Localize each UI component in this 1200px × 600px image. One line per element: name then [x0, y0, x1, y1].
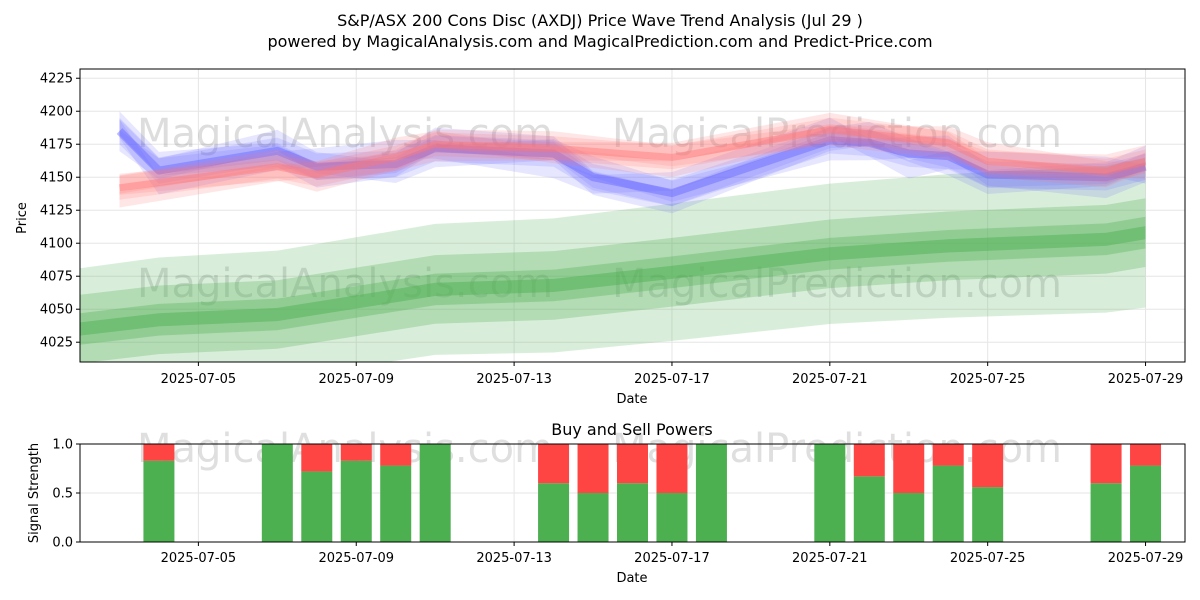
- price-ytick-label: 4225: [40, 72, 73, 87]
- signal-chart-panel: MagicalAnalysis.comMagicalPrediction.com…: [52, 426, 1186, 566]
- price-ytick-label: 4125: [40, 204, 73, 219]
- sell-bar: [1090, 444, 1122, 484]
- red-wave-band: [119, 117, 1146, 200]
- sell-bar: [538, 444, 570, 484]
- buy-bar: [814, 444, 846, 542]
- blue-wave-line: [116, 128, 1147, 198]
- price-chart-panel: MagicalAnalysis.com MagicalPrediction.com…: [40, 68, 1186, 387]
- buy-bar: [972, 487, 1004, 542]
- chart-title: S&P/ASX 200 Cons Disc (AXDJ) Price Wave …: [337, 11, 863, 30]
- price-ytick-label: 4025: [40, 336, 73, 351]
- price-xtick-label: 2025-07-29: [1108, 372, 1184, 387]
- blue-wave-band: [119, 111, 1146, 214]
- buy-bar: [301, 471, 333, 542]
- buy-bar: [893, 493, 925, 542]
- buy-bar: [419, 444, 451, 542]
- signal-xtick-label: 2025-07-29: [1108, 551, 1184, 566]
- sell-bar: [1130, 444, 1162, 466]
- buy-bar: [143, 460, 175, 542]
- signal-xtick-label: 2025-07-17: [634, 551, 710, 566]
- blue-wave-band: [119, 129, 1146, 202]
- green-trend-band: [80, 198, 1146, 362]
- price-ytick-label: 4050: [40, 303, 73, 318]
- sell-bar: [932, 444, 964, 466]
- sell-bar: [380, 444, 412, 466]
- price-ytick-label: 4150: [40, 171, 73, 186]
- red-wave-line: [119, 126, 1147, 192]
- chart-subtitle: powered by MagicalAnalysis.com and Magic…: [267, 32, 932, 51]
- sell-bar: [617, 444, 648, 484]
- price-ytick-label: 4200: [40, 105, 73, 120]
- buy-bar: [853, 476, 885, 542]
- price-ytick-label: 4100: [40, 237, 73, 252]
- buy-bar: [617, 483, 648, 542]
- price-xtick-label: 2025-07-05: [161, 372, 237, 387]
- blue-wave-band: [119, 119, 1146, 207]
- price-bands: [80, 111, 1147, 362]
- price-xtick-label: 2025-07-17: [634, 372, 710, 387]
- buy-bar: [261, 444, 293, 542]
- sell-bar: [893, 444, 925, 493]
- blue-wave-band: [119, 117, 1146, 207]
- sell-bar: [972, 444, 1004, 488]
- price-ytick-label: 4075: [40, 270, 73, 285]
- signal-ytick-label: 1.0: [52, 438, 73, 453]
- buy-bar: [932, 465, 964, 542]
- price-xlabel: Date: [616, 392, 647, 407]
- red-wave-band: [119, 125, 1146, 208]
- sell-bar: [853, 444, 885, 477]
- buy-bar: [380, 465, 412, 542]
- watermark-text: MagicalPrediction.com: [612, 111, 1062, 157]
- sell-bar: [143, 444, 175, 461]
- sell-bar: [656, 444, 688, 493]
- price-ytick-label: 4175: [40, 138, 73, 153]
- watermark-text: MagicalAnalysis.com: [137, 261, 553, 307]
- signal-chart-title: Buy and Sell Powers: [551, 420, 713, 439]
- signal-xtick-label: 2025-07-25: [950, 551, 1026, 566]
- buy-bar: [656, 493, 688, 542]
- signal-xtick-label: 2025-07-21: [792, 551, 868, 566]
- green-trend-band: [80, 216, 1146, 345]
- green-trend-band: [80, 157, 1146, 362]
- watermark-layer: MagicalAnalysis.com MagicalPrediction.com…: [137, 111, 1062, 307]
- signal-xtick-label: 2025-07-13: [476, 551, 552, 566]
- signal-ytick-label: 0.0: [52, 536, 73, 551]
- sell-bar: [340, 444, 372, 461]
- buy-bar: [577, 493, 609, 542]
- signal-ytick-label: 0.5: [52, 487, 73, 502]
- price-axes-frame: [79, 68, 1186, 363]
- red-wave-band: [119, 112, 1146, 194]
- buy-bar: [1090, 483, 1122, 542]
- price-xtick-label: 2025-07-09: [318, 372, 394, 387]
- buy-bar: [538, 483, 570, 542]
- signal-xtick-label: 2025-07-09: [318, 551, 394, 566]
- price-ylabel: Price: [15, 202, 30, 234]
- sell-bar: [301, 444, 333, 472]
- buy-bar: [340, 460, 372, 542]
- signal-xlabel: Date: [616, 571, 647, 586]
- price-xtick-label: 2025-07-25: [950, 372, 1026, 387]
- buy-bar: [1130, 465, 1162, 542]
- green-trend-band: [80, 226, 1146, 336]
- sell-bar: [577, 444, 609, 493]
- watermark-text: MagicalPrediction.com: [612, 261, 1062, 307]
- watermark-text: MagicalAnalysis.com: [137, 111, 553, 157]
- signal-xtick-label: 2025-07-05: [161, 551, 237, 566]
- price-xtick-label: 2025-07-21: [792, 372, 868, 387]
- price-xtick-label: 2025-07-13: [476, 372, 552, 387]
- red-wave-band: [119, 124, 1146, 195]
- signal-ylabel: Signal Strength: [27, 443, 42, 543]
- buy-bar: [695, 444, 727, 542]
- blue-wave-band: [119, 117, 1146, 195]
